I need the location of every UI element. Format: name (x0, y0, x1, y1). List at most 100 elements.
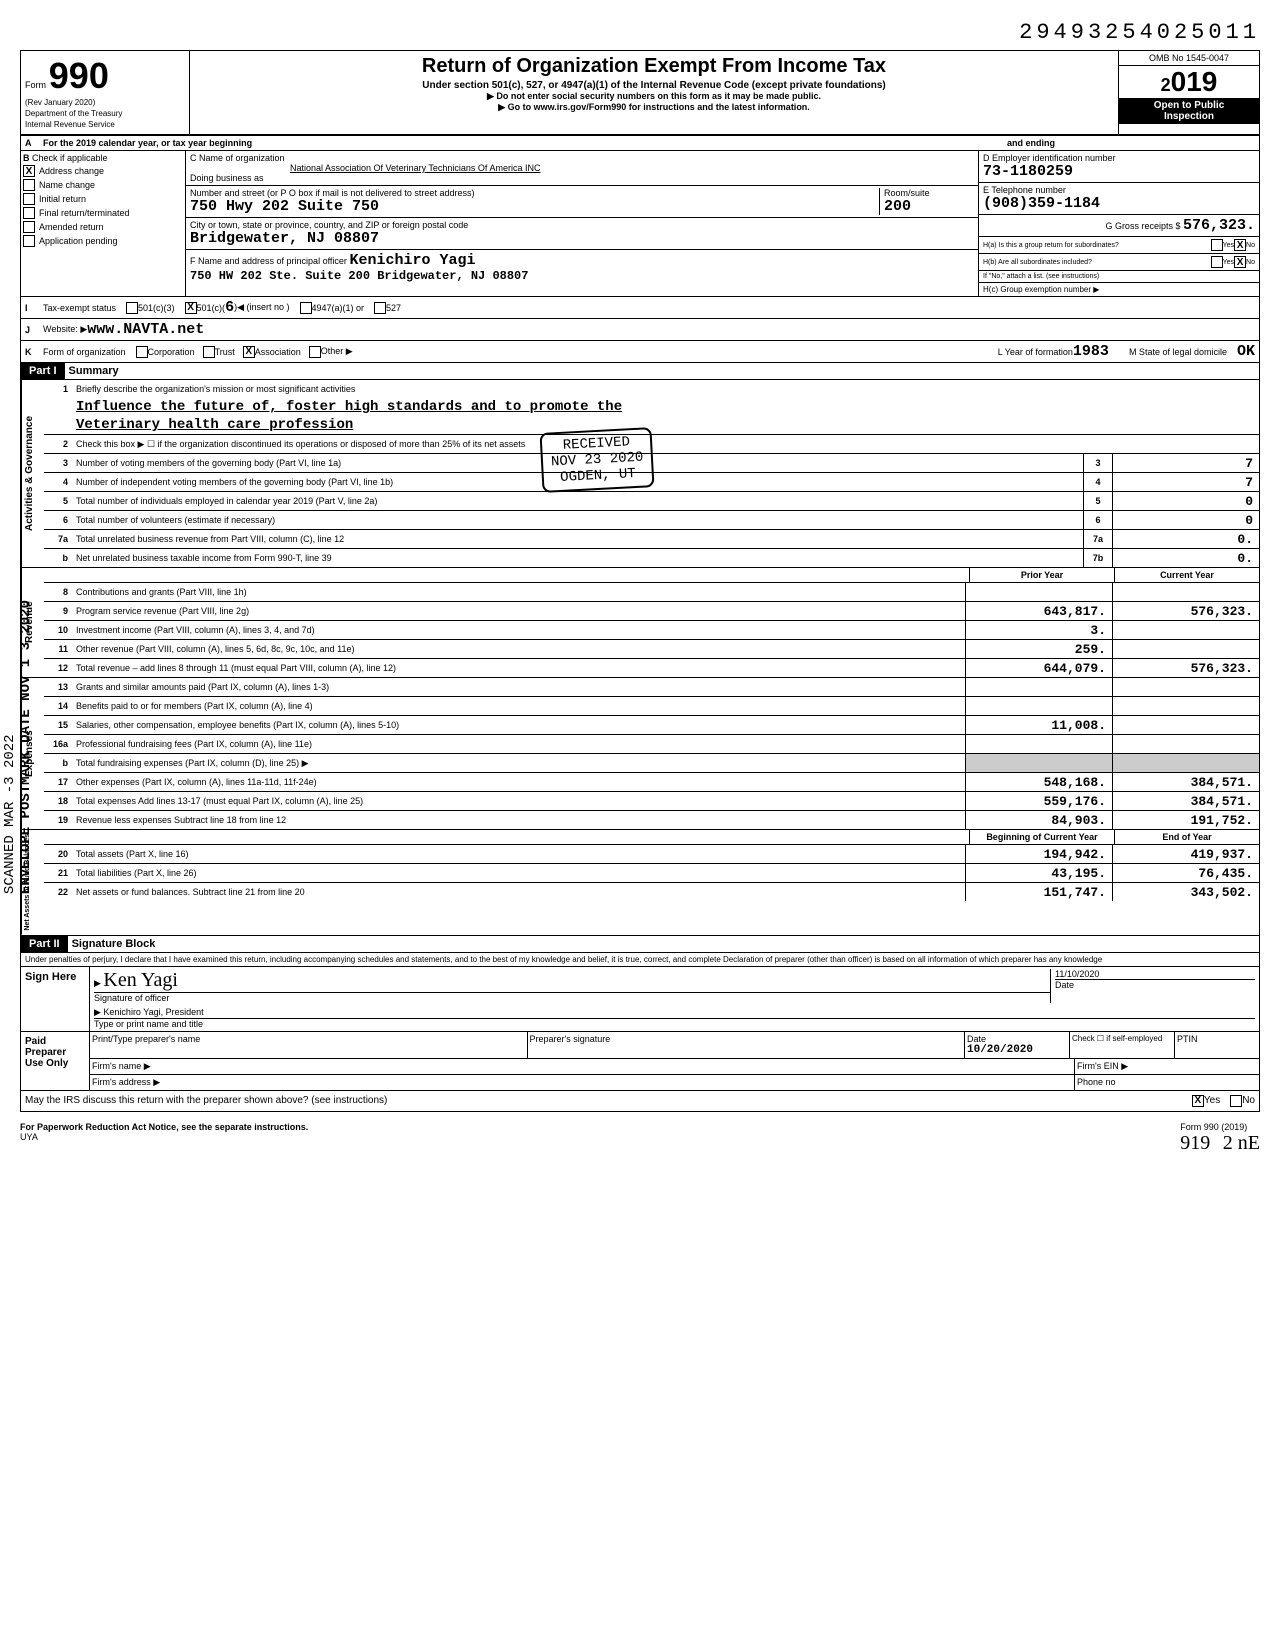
omb-number: OMB No 1545-0047 (1119, 51, 1259, 66)
prior-value: 194,942. (965, 845, 1112, 863)
prior-value (965, 678, 1112, 696)
table-row: 22Net assets or fund balances. Subtract … (44, 883, 1259, 901)
current-value (1112, 640, 1259, 658)
table-row: 11Other revenue (Part VIII, column (A), … (44, 640, 1259, 659)
prior-value: 644,079. (965, 659, 1112, 677)
form-header: Form 990 (Rev January 2020) Department o… (20, 50, 1260, 136)
current-value (1112, 716, 1259, 734)
prior-value: 11,008. (965, 716, 1112, 734)
table-row: 15Salaries, other compensation, employee… (44, 716, 1259, 735)
ha-yes[interactable] (1211, 239, 1223, 251)
side-revenue: Revenue (21, 568, 44, 677)
checkbox-initial-return[interactable] (23, 193, 35, 205)
form-label: Form (25, 80, 46, 90)
val-7a: 0. (1112, 530, 1259, 548)
side-netassets: Net Assets or Fund Balances (21, 830, 44, 935)
year-formation: 1983 (1073, 343, 1109, 360)
checkbox-name-change[interactable] (23, 179, 35, 191)
current-value: 576,323. (1112, 602, 1259, 620)
current-value (1112, 583, 1259, 601)
tax-year: 22019019 (1119, 66, 1259, 98)
website: www.NAVTA.net (87, 321, 204, 338)
prior-value (965, 583, 1112, 601)
table-row: 21Total liabilities (Part X, line 26)43,… (44, 864, 1259, 883)
prior-value (965, 697, 1112, 715)
arrow-line-1: ▶ Do not enter social security numbers o… (194, 91, 1114, 102)
prior-value: 643,817. (965, 602, 1112, 620)
table-row: 16aProfessional fundraising fees (Part I… (44, 735, 1259, 754)
signer-name: Kenichiro Yagi, President (103, 1007, 203, 1017)
current-value (1112, 621, 1259, 639)
city-state-zip: Bridgewater, NJ 08807 (190, 230, 974, 247)
part-1-header: Part I (21, 363, 65, 379)
officer-name: Kenichiro Yagi (349, 252, 475, 269)
hand-1: 919 (1180, 1132, 1210, 1154)
hb-yes[interactable] (1211, 256, 1223, 268)
org-name: National Association Of Veterinary Techn… (290, 163, 974, 173)
current-value: 384,571. (1112, 773, 1259, 791)
table-row: 9Program service revenue (Part VIII, lin… (44, 602, 1259, 621)
form-number: 990 (49, 55, 109, 96)
officer-signature: Ken Yagi (103, 969, 177, 991)
side-expenses: Expenses (21, 678, 44, 829)
checkbox-amended[interactable] (23, 221, 35, 233)
current-value (1112, 735, 1259, 753)
prior-value: 43,195. (965, 864, 1112, 882)
sign-here-label: Sign Here (21, 967, 90, 1031)
prior-value: 151,747. (965, 883, 1112, 901)
signature-block: Under penalties of perjury, I declare th… (20, 953, 1260, 1112)
street-address: 750 Hwy 202 Suite 750 (190, 198, 879, 215)
hb-no[interactable]: X (1234, 256, 1246, 268)
main-info-block: B Check if applicable XAddress change Na… (20, 151, 1260, 297)
table-row: 13Grants and similar amounts paid (Part … (44, 678, 1259, 697)
arrow-line-2: ▶ Go to www.irs.gov/Form990 for instruct… (194, 102, 1114, 113)
ha-no[interactable]: X (1234, 239, 1246, 251)
current-value: 76,435. (1112, 864, 1259, 882)
table-row: 10Investment income (Part VIII, column (… (44, 621, 1259, 640)
form-title: Return of Organization Exempt From Incom… (194, 55, 1114, 78)
current-value: 343,502. (1112, 883, 1259, 901)
checkbox-address-change[interactable]: X (23, 165, 35, 177)
prior-value: 84,903. (965, 811, 1112, 829)
table-row: 18Total expenses Add lines 13-17 (must e… (44, 792, 1259, 811)
current-value: 384,571. (1112, 792, 1259, 810)
sign-date: 11/10/2020 (1055, 969, 1255, 979)
checkbox-application-pending[interactable] (23, 235, 35, 247)
prior-value: 259. (965, 640, 1112, 658)
officer-address: 750 HW 202 Ste. Suite 200 Bridgewater, N… (190, 269, 974, 283)
document-id-number: 29493254025011 (20, 20, 1260, 45)
discuss-question: May the IRS discuss this return with the… (25, 1095, 1192, 1107)
val-7b: 0. (1112, 549, 1259, 567)
end-year-header: End of Year (1114, 830, 1259, 844)
part-1-title: Summary (65, 363, 1259, 379)
hand-2: 2 nE (1223, 1132, 1260, 1154)
current-value (1112, 678, 1259, 696)
line-k: K Form of organization Corporation Trust… (20, 341, 1260, 363)
discuss-no[interactable] (1230, 1095, 1242, 1107)
prior-value: 548,168. (965, 773, 1112, 791)
ein: 73-1180259 (983, 163, 1255, 180)
val-3: 7 (1112, 454, 1259, 472)
phone: (908)359-1184 (983, 195, 1255, 212)
row-a: A For the 2019 calendar year, or tax yea… (20, 136, 1260, 151)
side-governance: Activities & Governance (21, 380, 44, 567)
table-row: 20Total assets (Part X, line 16)194,942.… (44, 845, 1259, 864)
current-value: 576,323. (1112, 659, 1259, 677)
line-i: I Tax-exempt status 501(c)(3) X 501(c)(6… (20, 297, 1260, 319)
preparer-date: 10/20/2020 (967, 1044, 1067, 1056)
discuss-yes[interactable]: X (1192, 1095, 1204, 1107)
footer: For Paperwork Reduction Act Notice, see … (20, 1122, 1260, 1155)
prior-year-header: Prior Year (969, 568, 1114, 582)
begin-year-header: Beginning of Current Year (969, 830, 1114, 844)
open-public-1: Open to Public (1154, 100, 1225, 111)
table-row: bTotal fundraising expenses (Part IX, co… (44, 754, 1259, 773)
paid-preparer-label: Paid Preparer Use Only (21, 1032, 90, 1090)
checkbox-final-return[interactable] (23, 207, 35, 219)
current-value: 191,752. (1112, 811, 1259, 829)
table-row: 8Contributions and grants (Part VIII, li… (44, 583, 1259, 602)
current-value: 419,937. (1112, 845, 1259, 863)
form-dept: Department of the Treasury (25, 109, 122, 118)
received-stamp: RECEIVED NOV 23 2020 OGDEN, UT (540, 427, 655, 493)
part-2-title: Signature Block (68, 936, 1259, 952)
table-row: 19Revenue less expenses Subtract line 18… (44, 811, 1259, 829)
